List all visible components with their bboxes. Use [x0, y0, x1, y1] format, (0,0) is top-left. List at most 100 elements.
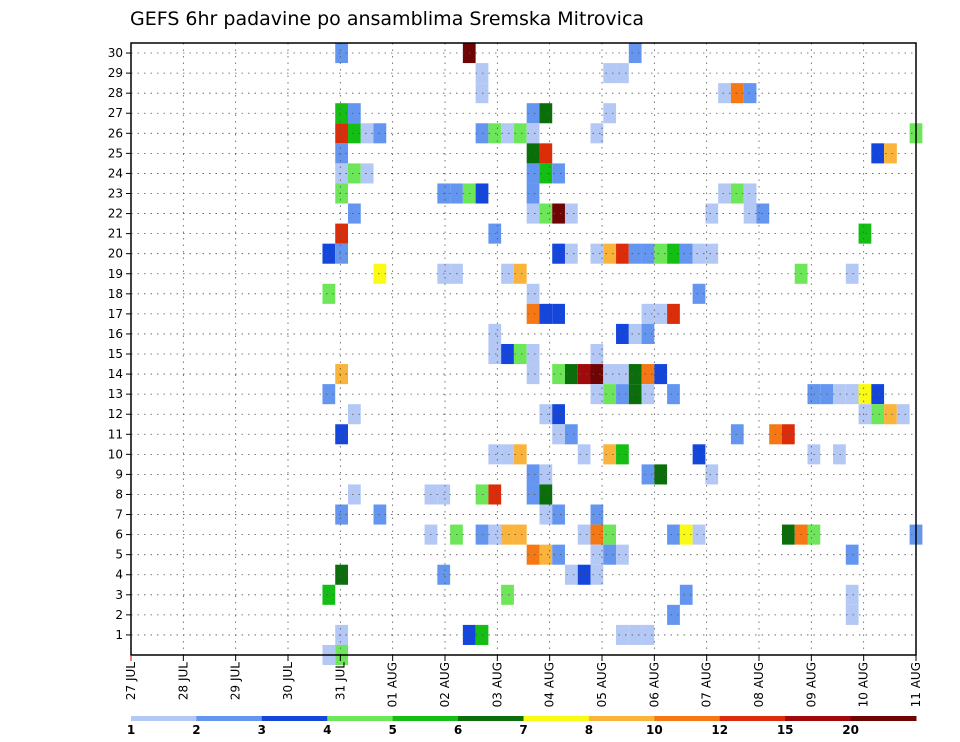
y-tick-label: 17	[108, 307, 123, 321]
heatmap-cell	[526, 103, 540, 124]
heatmap-cell	[641, 364, 655, 385]
x-tick-label: 08 AUG	[752, 662, 766, 707]
heatmap-cell	[730, 183, 744, 204]
heatmap-cell	[552, 544, 565, 565]
heatmap-cell	[513, 263, 527, 284]
heatmap-cell	[603, 384, 617, 405]
heatmap-cell	[845, 544, 859, 565]
heatmap-cell	[501, 524, 514, 545]
heatmap-cell	[552, 243, 565, 264]
y-tick-label: 21	[108, 227, 123, 241]
heatmap-cell	[692, 444, 706, 465]
colorbar-label: 5	[388, 723, 396, 737]
heatmap-cell	[858, 223, 872, 244]
heatmap-cell	[871, 143, 885, 164]
heatmap-cell	[628, 43, 642, 64]
y-tick-label: 23	[108, 186, 123, 200]
heatmap-cell	[564, 243, 578, 264]
heatmap-cell	[501, 584, 514, 605]
heatmap-cell	[335, 163, 348, 184]
heatmap-cell	[871, 384, 885, 405]
colorbar-label: 2	[192, 723, 200, 737]
heatmap-cell	[603, 103, 617, 124]
heatmap-cell	[654, 464, 668, 485]
colorbar-label: 8	[585, 723, 593, 737]
heatmap-cell	[501, 263, 514, 284]
heatmap-cell	[590, 544, 604, 565]
y-axis: 1234567891011121314151617181920212223242…	[108, 46, 131, 642]
heatmap-cell	[628, 323, 642, 344]
heatmap-cell	[845, 263, 859, 284]
colorbar-label: 4	[323, 723, 331, 737]
heatmap-cell	[858, 404, 872, 425]
heatmap-cell	[526, 303, 540, 324]
heatmap-cell	[628, 384, 642, 405]
heatmap-cell	[730, 83, 744, 104]
heatmap-cell	[641, 464, 655, 485]
heatmap-cell	[884, 143, 897, 164]
heatmap-cell	[335, 424, 348, 445]
heatmap-cell	[526, 364, 540, 385]
heatmap-cell	[335, 103, 348, 124]
colorbar-swatch	[458, 716, 524, 721]
heatmap-cell	[526, 544, 540, 565]
heatmap-cell	[360, 123, 374, 144]
heatmap-cell	[488, 123, 502, 144]
heatmap-cell	[871, 404, 885, 425]
heatmap-cell	[488, 323, 502, 344]
heatmap-cell	[347, 123, 361, 144]
x-tick-label: 28 JUL	[176, 662, 190, 700]
heatmap-cell	[347, 163, 361, 184]
y-tick-label: 3	[115, 588, 123, 602]
chart-title: GEFS 6hr padavine po ansamblima Sremska …	[130, 8, 644, 30]
x-tick-label: 01 AUG	[386, 662, 400, 707]
heatmap-cell	[526, 123, 540, 144]
heatmap-cell	[322, 584, 336, 605]
colorbar-swatch	[850, 716, 917, 721]
heatmap-cell	[590, 564, 604, 585]
y-tick-label: 11	[108, 427, 123, 441]
heatmap-cell	[603, 544, 617, 565]
colorbar-label: 6	[454, 723, 462, 737]
colorbar-swatch	[131, 716, 197, 721]
heatmap-cell	[590, 243, 604, 264]
x-tick-label: 04 AUG	[543, 662, 557, 707]
heatmap-cell	[539, 504, 553, 525]
heatmap-cell	[577, 564, 591, 585]
heatmap-cell	[845, 604, 859, 625]
heatmap-cell	[577, 364, 591, 385]
heatmap-cell	[539, 484, 553, 505]
heatmap-cell	[552, 364, 565, 385]
heatmap-cell	[539, 103, 553, 124]
heatmap-cell	[667, 384, 680, 405]
colorbar-swatch	[654, 716, 721, 721]
heatmap-cell	[616, 63, 629, 84]
y-tick-label: 20	[108, 247, 123, 261]
heatmap-cell	[335, 183, 348, 204]
heatmap-cell	[654, 364, 668, 385]
heatmap-cell	[616, 323, 629, 344]
heatmap-cells	[322, 43, 923, 666]
heatmap-cell	[513, 524, 527, 545]
heatmap-cell	[616, 384, 629, 405]
heatmap-cell	[616, 444, 629, 465]
heatmap-cell	[590, 504, 604, 525]
y-tick-label: 28	[108, 86, 123, 100]
heatmap-cell	[501, 343, 514, 365]
x-tick-label: 09 AUG	[804, 662, 818, 707]
y-tick-label: 22	[108, 207, 123, 221]
heatmap-cell	[845, 384, 859, 405]
heatmap-cell	[833, 444, 846, 465]
heatmap-cell	[335, 624, 348, 645]
heatmap-cell	[322, 243, 336, 264]
y-tick-label: 4	[115, 568, 123, 582]
x-axis: 27 JUL 28 JUL 29 JUL 30 JUL 31 JUL 01 AUG 02 A…	[124, 655, 923, 707]
heatmap-cell	[335, 243, 348, 264]
heatmap-cell	[539, 464, 553, 485]
y-tick-label: 6	[115, 528, 123, 542]
heatmap-cell	[718, 83, 731, 104]
heatmap-cell	[335, 364, 348, 385]
heatmap-cell	[654, 303, 668, 324]
heatmap-cell	[743, 203, 757, 224]
